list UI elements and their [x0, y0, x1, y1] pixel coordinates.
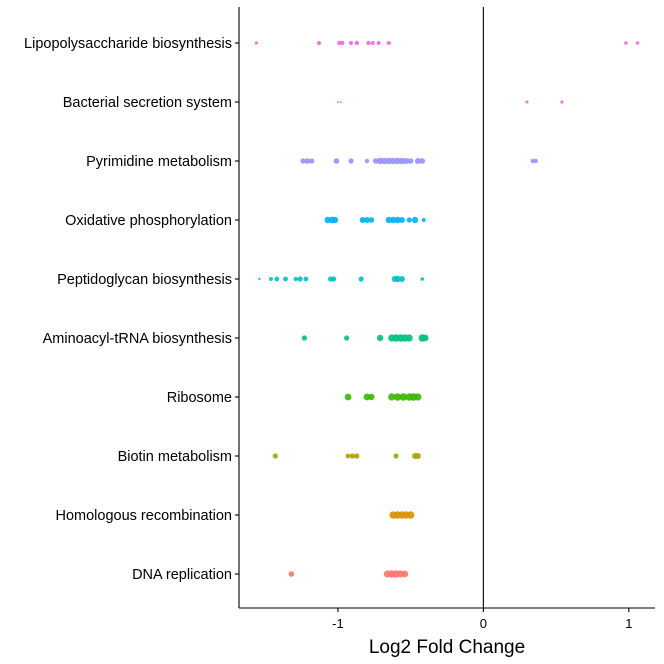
data-point [407, 158, 414, 164]
data-point [349, 453, 356, 459]
data-point [309, 158, 315, 164]
data-point [368, 217, 375, 223]
data-point [533, 158, 538, 164]
data-point [354, 40, 360, 46]
data-point [376, 41, 381, 45]
data-point [258, 277, 261, 281]
data-point [288, 571, 295, 577]
y-tick-label: Oxidative phosphorylation [65, 213, 232, 229]
y-tick-label: Pyrimidine metabolism [86, 154, 232, 170]
y-tick-label: Bacterial secretion system [63, 95, 232, 111]
data-point [358, 276, 364, 282]
data-point [525, 100, 529, 104]
data-point [348, 158, 354, 164]
x-axis: -1 0 1 [332, 608, 632, 631]
data-point [272, 453, 278, 459]
x-axis-title: Log2 Fold Change [369, 637, 525, 658]
data-point [333, 158, 340, 164]
data-point [340, 40, 345, 46]
data-point [269, 277, 273, 281]
y-tick-label: Ribosome [167, 390, 232, 406]
data-point [331, 216, 339, 224]
data-point [401, 570, 409, 578]
data-point [635, 41, 640, 45]
data-point [414, 158, 421, 164]
data-point [406, 217, 412, 223]
data-point [344, 335, 350, 341]
data-point [349, 41, 353, 45]
data-point [359, 217, 366, 223]
data-point [398, 157, 406, 165]
data-point [394, 275, 401, 283]
data-point [399, 393, 408, 401]
x-tick-label: -1 [332, 616, 344, 631]
data-point [405, 334, 413, 342]
data-point [414, 453, 421, 459]
y-tick-label: Aminoacyl-tRNA biosynthesis [43, 331, 232, 347]
data-point [411, 216, 419, 224]
y-tick-label: Peptidoglycan biosynthesis [57, 272, 232, 288]
data-point [300, 158, 306, 164]
data-point [345, 453, 351, 459]
data-point [368, 393, 375, 401]
data-point [274, 276, 280, 282]
y-axis: Lipopolysaccharide biosynthesis Bacterial… [24, 36, 239, 583]
data-point [388, 393, 396, 401]
data-point [364, 217, 370, 223]
data-point [419, 158, 426, 164]
x-tick-label: 0 [480, 616, 487, 631]
data-point [304, 158, 311, 164]
data-point [386, 41, 391, 45]
data-point [393, 393, 402, 401]
data-points [254, 40, 640, 578]
data-point [421, 334, 429, 342]
data-point [376, 334, 384, 342]
data-point [303, 276, 309, 282]
y-tick-label: Lipopolysaccharide biosynthesis [24, 36, 232, 52]
data-point [393, 453, 399, 459]
data-point [344, 393, 352, 401]
data-point [420, 277, 425, 281]
y-tick-label: Homologous recombination [55, 508, 232, 524]
data-point [283, 276, 288, 282]
data-point [370, 41, 375, 45]
data-point [406, 511, 415, 519]
data-point [317, 41, 321, 45]
data-point [254, 41, 259, 45]
data-point [403, 158, 410, 164]
data-point [354, 453, 360, 459]
data-point [414, 393, 422, 401]
data-point [366, 40, 371, 46]
data-point [336, 101, 339, 103]
data-point [398, 276, 405, 282]
data-point [624, 41, 628, 45]
data-point [339, 101, 342, 103]
data-point [330, 276, 337, 282]
data-point [394, 216, 401, 224]
data-point [560, 100, 564, 104]
data-point [398, 217, 405, 223]
plot-area [254, 7, 640, 608]
y-tick-label: Biotin metabolism [118, 449, 232, 465]
data-point [297, 276, 303, 282]
data-point [293, 276, 298, 282]
data-point [372, 158, 379, 164]
y-tick-label: DNA replication [132, 567, 232, 583]
data-point [421, 218, 426, 222]
data-point [364, 158, 370, 164]
data-point [301, 335, 308, 341]
x-tick-label: 1 [625, 616, 632, 631]
